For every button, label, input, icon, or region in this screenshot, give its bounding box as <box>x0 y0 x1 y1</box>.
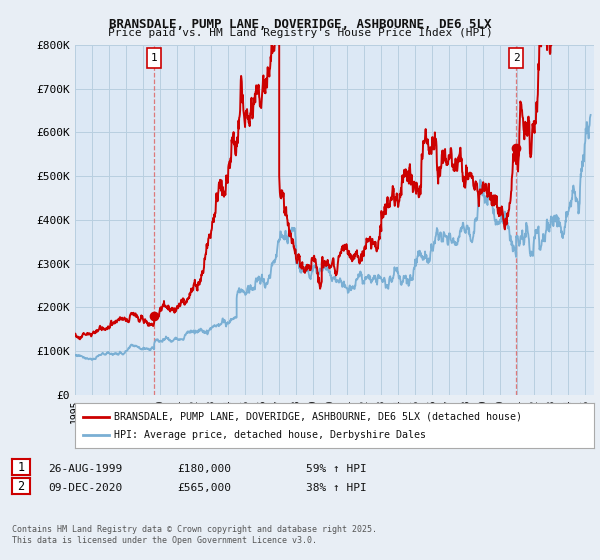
Text: Contains HM Land Registry data © Crown copyright and database right 2025.
This d: Contains HM Land Registry data © Crown c… <box>12 525 377 545</box>
Text: 1: 1 <box>151 53 158 63</box>
Point <box>105 432 112 439</box>
FancyBboxPatch shape <box>509 48 523 68</box>
Text: 1: 1 <box>17 460 25 474</box>
Text: 2: 2 <box>17 479 25 493</box>
Point <box>105 413 112 420</box>
FancyBboxPatch shape <box>147 48 161 68</box>
Text: £565,000: £565,000 <box>177 483 231 493</box>
Text: BRANSDALE, PUMP LANE, DOVERIDGE, ASHBOURNE, DE6 5LX (detached house): BRANSDALE, PUMP LANE, DOVERIDGE, ASHBOUR… <box>114 412 522 422</box>
Text: HPI: Average price, detached house, Derbyshire Dales: HPI: Average price, detached house, Derb… <box>114 431 426 441</box>
Text: Price paid vs. HM Land Registry's House Price Index (HPI): Price paid vs. HM Land Registry's House … <box>107 28 493 38</box>
Text: BRANSDALE, PUMP LANE, DOVERIDGE, ASHBOURNE, DE6 5LX: BRANSDALE, PUMP LANE, DOVERIDGE, ASHBOUR… <box>109 18 491 31</box>
Text: 09-DEC-2020: 09-DEC-2020 <box>48 483 122 493</box>
Text: 26-AUG-1999: 26-AUG-1999 <box>48 464 122 474</box>
Text: 38% ↑ HPI: 38% ↑ HPI <box>306 483 367 493</box>
Point <box>79 413 86 420</box>
Text: 59% ↑ HPI: 59% ↑ HPI <box>306 464 367 474</box>
Text: £180,000: £180,000 <box>177 464 231 474</box>
Text: 2: 2 <box>512 53 520 63</box>
Point <box>79 432 86 439</box>
